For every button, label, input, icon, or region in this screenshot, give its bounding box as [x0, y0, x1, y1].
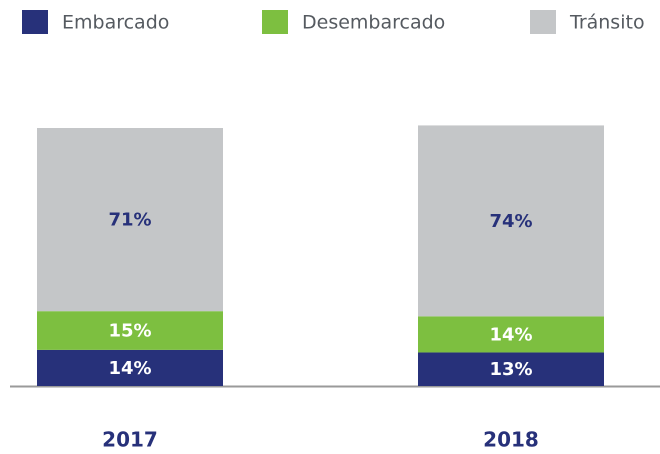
- year-label: 2018: [483, 428, 539, 452]
- value-label: 14%: [489, 324, 532, 345]
- value-label: 14%: [108, 358, 151, 379]
- value-label: 71%: [108, 210, 151, 231]
- value-label: 74%: [489, 211, 532, 232]
- bar-segment: [37, 349, 223, 386]
- legend-swatch: [22, 10, 48, 34]
- bar-segment: [418, 125, 604, 317]
- year-label: 2017: [102, 428, 158, 452]
- bar-segment: [37, 128, 223, 312]
- legend-text: Tránsito: [569, 12, 645, 34]
- value-label: 15%: [108, 321, 151, 342]
- legend-swatch: [530, 10, 556, 34]
- bar-segment: [37, 311, 223, 350]
- legend-text: Desembarcado: [302, 12, 445, 34]
- legend-swatch: [262, 10, 288, 34]
- bar-segment: [418, 352, 604, 386]
- legend-text: Embarcado: [62, 12, 169, 34]
- bar-segment: [418, 316, 604, 353]
- value-label: 13%: [489, 359, 532, 380]
